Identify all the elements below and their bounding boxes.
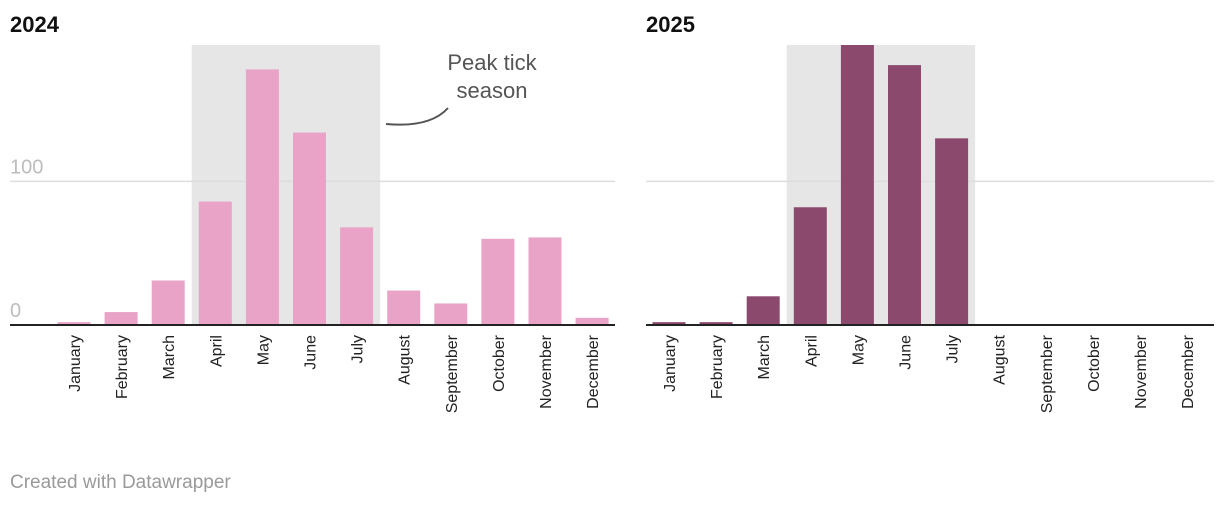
x-tick-label: December (1180, 334, 1197, 408)
bar-chart-2024: 0 100 January February March April May June July… (10, 45, 615, 413)
x-tick-label: August (992, 334, 1009, 384)
bar (434, 303, 468, 325)
bar (528, 237, 562, 325)
bar (888, 65, 921, 325)
x-tick-label: August (397, 334, 414, 384)
x-tick-label: March (756, 335, 773, 379)
bar (387, 290, 421, 325)
chart-title: 2025 (646, 12, 695, 37)
x-tick-label: October (491, 334, 508, 392)
bar (652, 322, 686, 325)
x-tick-label: April (208, 335, 225, 367)
x-tick-label: April (803, 335, 820, 367)
footer-credit: Created with Datawrapper (10, 472, 231, 493)
bar (793, 207, 827, 325)
x-tick-label: November (1133, 334, 1150, 408)
chart-panel-2024: 2024 0 100 January February March April May Jun… (10, 0, 615, 440)
x-tick-label: September (444, 334, 461, 413)
x-tick-label: May (850, 335, 867, 365)
x-tick-label: March (161, 335, 178, 379)
y-tick-label: 0 (10, 300, 21, 322)
bar (840, 45, 874, 325)
x-tick-label: October (1086, 334, 1103, 392)
annotation-label: season (457, 78, 528, 103)
x-tick-label: December (585, 334, 602, 408)
x-tick-label: June (898, 335, 915, 370)
bar (746, 296, 780, 325)
x-tick-label: November (538, 334, 555, 408)
bar (481, 238, 515, 325)
chart-title: 2024 (10, 12, 59, 37)
annotation-label: Peak tick (447, 50, 537, 75)
bar (245, 69, 279, 326)
chart-panel-2025: 2025 January February March April May June Jul… (646, 0, 1220, 440)
x-tick-label: September (1039, 334, 1056, 413)
bar (575, 317, 609, 325)
annotation-arrow (385, 107, 449, 126)
bar (935, 138, 969, 325)
x-tick-label: July (945, 335, 962, 363)
bar (699, 322, 733, 325)
y-tick-label: 100 (10, 156, 43, 178)
bar (104, 312, 138, 325)
bar-chart-2025: January February March April May June July Augu… (646, 45, 1214, 413)
x-tick-label: February (114, 335, 131, 399)
bar (198, 201, 232, 325)
bar (293, 132, 326, 325)
bar (57, 322, 91, 325)
x-tick-label: January (662, 335, 679, 392)
x-tick-label: January (67, 335, 84, 392)
x-tick-label: July (350, 335, 367, 363)
x-tick-label: May (255, 335, 272, 365)
x-tick-label: February (709, 335, 726, 399)
bar (340, 227, 374, 325)
bar (151, 280, 185, 325)
x-tick-label: June (303, 335, 320, 370)
